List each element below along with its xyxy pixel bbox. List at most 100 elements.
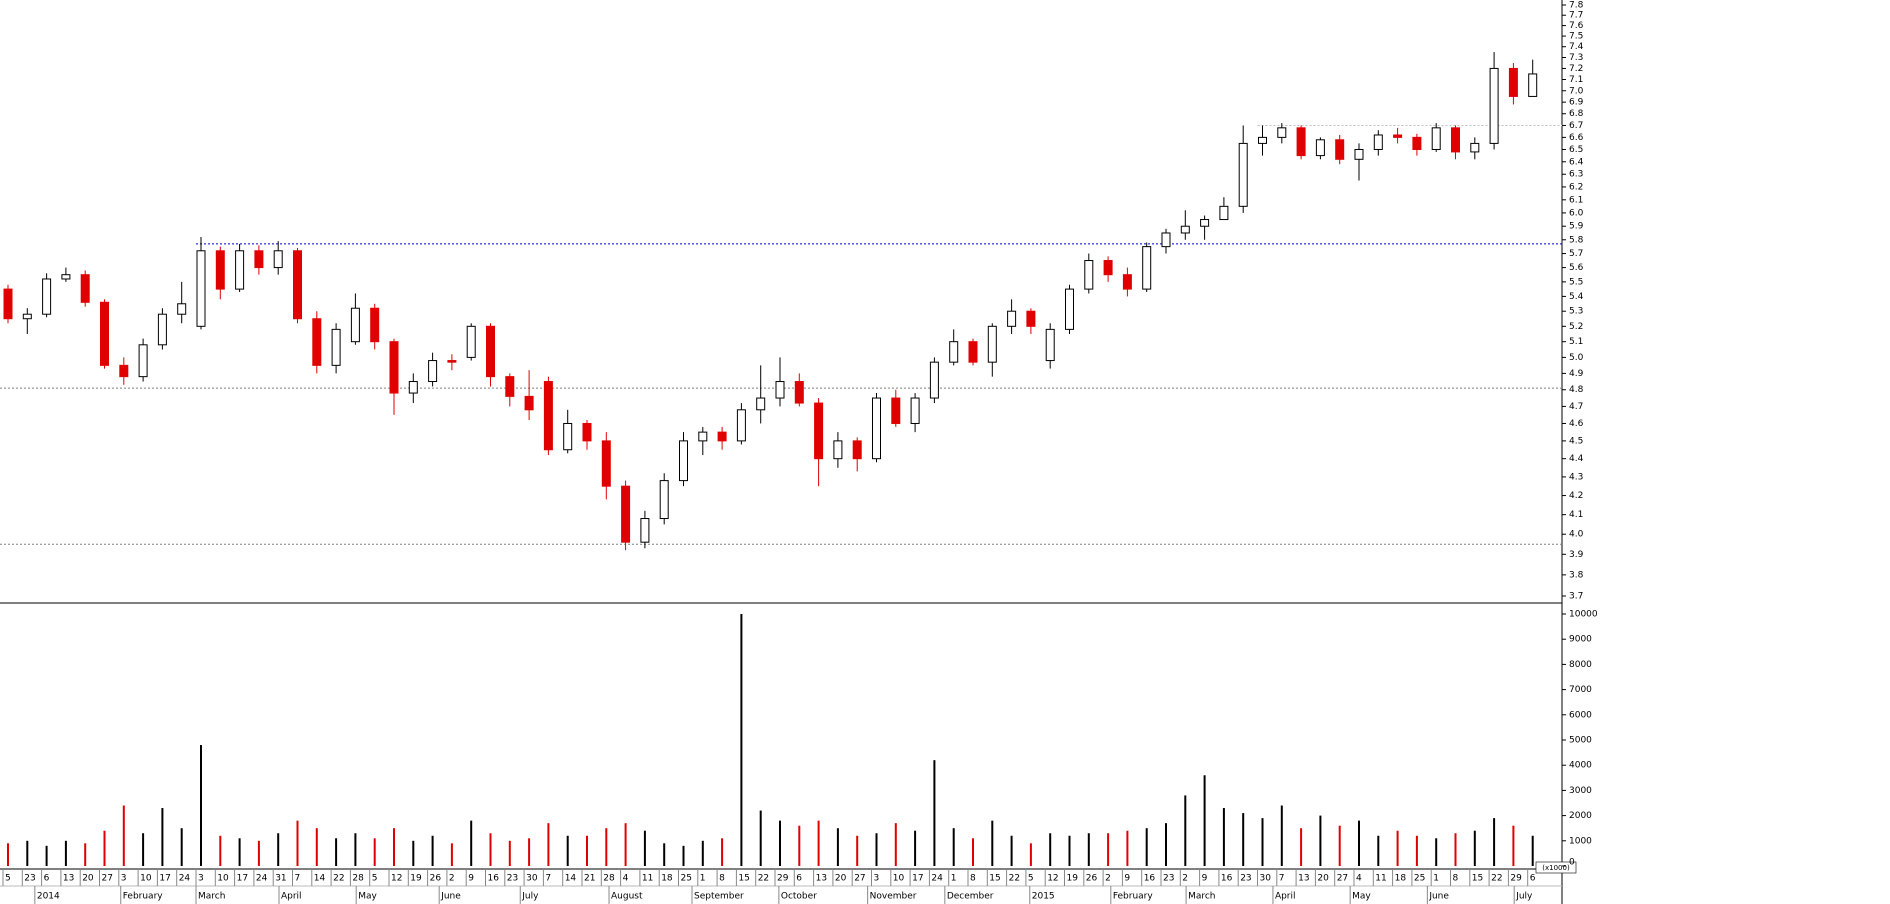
candle-body	[1122, 274, 1132, 290]
x-tick-label: 24	[931, 874, 943, 884]
x-tick-label: 17	[237, 874, 248, 884]
y-tick-label: 4.6	[1569, 419, 1584, 429]
volume-bar	[1377, 835, 1380, 866]
month-label: June	[440, 892, 461, 902]
x-tick-label: 16	[1221, 874, 1233, 884]
x-tick-label: 2	[1182, 874, 1188, 884]
volume-bar	[354, 833, 357, 866]
candle-body	[563, 422, 573, 451]
volume-bar	[1512, 825, 1515, 866]
x-tick-label: 7	[295, 874, 301, 884]
volume-bar	[1261, 818, 1264, 866]
y-tick-label: 4.5	[1569, 436, 1583, 446]
y-tick-label: 6.0	[1569, 208, 1584, 218]
volume-bar	[470, 820, 473, 866]
candle-body	[717, 431, 727, 442]
volume-bar	[161, 808, 164, 866]
candle-body	[1451, 127, 1460, 153]
y-tick-label: 7.7	[1569, 11, 1583, 21]
x-tick-label: 23	[1240, 874, 1251, 884]
volume-bar	[1107, 833, 1110, 866]
candle-body	[968, 341, 978, 363]
y-tick-label: 6.5	[1569, 145, 1583, 155]
volume-bar	[798, 825, 801, 866]
candle-body	[775, 381, 785, 399]
month-label: May	[1352, 892, 1371, 902]
y-tick-label: 7.6	[1569, 21, 1584, 31]
y-tick-label: 7.5	[1569, 32, 1583, 42]
candle-body	[370, 307, 380, 343]
candle-body	[1335, 139, 1345, 160]
volume-bar	[7, 843, 9, 866]
x-tick-label: 6	[1530, 874, 1536, 884]
x-tick-label: 20	[1317, 874, 1329, 884]
candle-body	[1508, 67, 1518, 97]
volume-bar	[1184, 795, 1187, 866]
x-tick-label: 17	[159, 874, 170, 884]
volume-bar	[219, 835, 222, 866]
candle-body	[447, 360, 457, 363]
y-tick-label: 4.7	[1569, 402, 1583, 412]
x-tick-label: 24	[256, 874, 268, 884]
volume-bar	[528, 838, 531, 866]
volume-tick-label: 7000	[1569, 685, 1592, 695]
y-tick-label: 3.8	[1569, 570, 1584, 580]
x-tick-label: 27	[1337, 874, 1348, 884]
x-tick-label: 22	[1009, 874, 1020, 884]
y-tick-label: 4.9	[1569, 369, 1584, 379]
month-label: March	[1188, 892, 1215, 902]
candle-body	[1258, 136, 1267, 144]
candle-body	[466, 325, 476, 358]
candle-body	[80, 274, 90, 303]
candle-body	[1219, 205, 1229, 221]
x-tick-label: 29	[777, 874, 789, 884]
x-tick-label: 1	[951, 874, 957, 884]
candle-body	[1161, 232, 1171, 248]
volume-bar	[586, 835, 588, 866]
x-tick-label: 8	[719, 874, 725, 884]
candle-body	[1103, 260, 1113, 276]
volume-bar	[740, 614, 743, 866]
x-tick-label: 8	[1453, 874, 1459, 884]
x-tick-label: 24	[179, 874, 191, 884]
volume-bar	[122, 805, 125, 866]
candle-body	[1277, 127, 1287, 138]
volume-bar	[759, 810, 762, 866]
candle-body	[157, 313, 167, 346]
volume-bar	[335, 838, 338, 866]
candle-body	[235, 250, 245, 290]
candle-body	[273, 250, 283, 269]
candle-body	[891, 397, 901, 424]
y-tick-label: 6.4	[1569, 157, 1584, 167]
y-tick-label: 7.4	[1569, 42, 1584, 52]
x-tick-label: 16	[488, 874, 500, 884]
x-tick-label: 20	[82, 874, 94, 884]
month-label: March	[198, 892, 225, 902]
candle-body	[910, 397, 920, 424]
x-tick-label: 15	[989, 874, 1000, 884]
volume-bar	[450, 843, 453, 866]
volume-unit: (x1000)	[1542, 864, 1570, 872]
volume-bar	[643, 830, 646, 866]
x-tick-label: 20	[835, 874, 847, 884]
candle-body	[3, 288, 13, 320]
volume-bar	[431, 835, 434, 866]
x-tick-label: 9	[1124, 874, 1130, 884]
x-tick-label: 3	[198, 874, 204, 884]
candle-body	[659, 480, 669, 520]
month-label: 2014	[37, 892, 60, 902]
volume-bar	[1280, 805, 1283, 866]
candle-body	[929, 361, 939, 399]
month-label: April	[1275, 892, 1296, 902]
volume-bar	[1126, 830, 1129, 866]
x-tick-label: 30	[1260, 874, 1272, 884]
candle-body	[215, 250, 225, 290]
candle-body	[524, 395, 534, 411]
volume-bar	[566, 835, 569, 866]
volume-bar	[663, 843, 666, 866]
candle-body	[987, 325, 997, 363]
volume-tick-label: 8000	[1569, 660, 1592, 670]
x-tick-label: 23	[507, 874, 518, 884]
x-tick-label: 31	[275, 874, 286, 884]
x-tick-label: 14	[565, 874, 577, 884]
